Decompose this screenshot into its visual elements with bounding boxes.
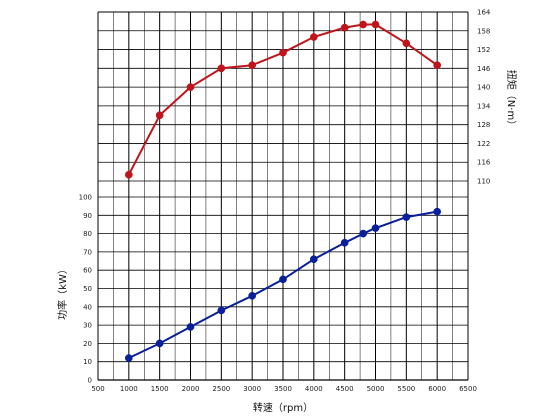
- left-y-tick-label: 100: [79, 194, 92, 202]
- left-y-tick-label: 70: [83, 248, 92, 256]
- right-y-tick-label: 134: [477, 102, 491, 110]
- right-y-axis-title: 扭矩（N·m）: [505, 70, 518, 130]
- series-left-axis: [124, 207, 442, 362]
- series-layer: [124, 20, 442, 362]
- x-tick-label: 1500: [151, 385, 169, 393]
- data-point: [155, 111, 164, 120]
- x-tick-label: 6000: [428, 385, 446, 393]
- x-tick-label: 6500: [459, 385, 477, 393]
- data-point: [402, 39, 411, 48]
- left-y-tick-label: 50: [83, 285, 92, 293]
- data-point: [248, 61, 257, 70]
- x-tick-label: 5500: [397, 385, 415, 393]
- right-y-tick-label: 140: [477, 84, 490, 92]
- series-right-axis: [124, 20, 442, 179]
- left-y-tick-label: 80: [83, 230, 92, 238]
- x-tick-label: 500: [91, 385, 104, 393]
- left-y-tick-label: 90: [83, 212, 92, 220]
- data-point: [359, 20, 368, 29]
- left-y-tick-labels: 0 10 20 30 40 50 60 70 80 90 100: [79, 194, 92, 385]
- right-y-tick-label: 152: [477, 46, 490, 54]
- grid: [97, 11, 469, 381]
- data-point: [433, 61, 442, 70]
- data-point: [309, 33, 318, 41]
- left-y-tick-label: 40: [83, 303, 92, 311]
- data-point: [433, 207, 442, 216]
- x-tick-label: 4000: [305, 385, 323, 393]
- left-y-axis-title: 功率（kW）: [56, 264, 69, 320]
- data-point: [402, 213, 411, 221]
- right-y-tick-label: 110: [477, 178, 490, 186]
- x-axis-title: 转速（rpm）: [253, 401, 313, 414]
- x-tick-label: 3500: [274, 385, 292, 393]
- series-line: [127, 23, 438, 176]
- right-y-tick-label: 116: [477, 159, 491, 167]
- left-y-tick-label: 10: [83, 358, 92, 366]
- left-y-tick-label: 30: [83, 322, 92, 330]
- right-y-tick-label: 164: [477, 9, 491, 17]
- left-y-tick-label: 0: [88, 377, 92, 385]
- data-point: [371, 20, 380, 29]
- x-tick-label: 5000: [367, 385, 385, 393]
- data-point: [340, 23, 349, 32]
- series-line: [128, 210, 438, 359]
- data-point: [279, 48, 287, 57]
- axes: [97, 11, 469, 381]
- x-tick-label: 1000: [120, 385, 138, 393]
- right-y-tick-label: 158: [477, 27, 490, 35]
- data-point: [359, 229, 368, 238]
- data-point: [217, 64, 226, 73]
- data-point: [155, 339, 164, 348]
- data-point: [371, 224, 380, 232]
- right-y-tick-label: 128: [477, 121, 490, 129]
- data-point: [186, 83, 195, 91]
- x-tick-labels: 500 1000 1500 2000 2500 3000 3500 4000 4500 5000 5…: [91, 385, 477, 393]
- data-point: [217, 306, 226, 315]
- left-y-tick-label: 60: [83, 267, 92, 275]
- left-y-tick-label: 20: [83, 340, 92, 348]
- right-y-tick-label: 122: [477, 140, 490, 148]
- x-tick-label: 3000: [243, 385, 261, 393]
- x-tick-label: 4500: [336, 385, 354, 393]
- data-point: [186, 323, 195, 331]
- data-point: [279, 275, 287, 284]
- right-y-tick-label: 146: [477, 65, 491, 73]
- x-tick-label: 2000: [182, 385, 200, 393]
- data-point: [340, 238, 349, 247]
- data-point: [309, 255, 318, 264]
- x-tick-label: 2500: [212, 385, 230, 393]
- data-point: [124, 170, 133, 179]
- data-point: [248, 291, 257, 300]
- right-y-tick-labels: 110 116 122 128 134 140 146 152 158 164: [477, 9, 491, 186]
- data-point: [124, 354, 133, 362]
